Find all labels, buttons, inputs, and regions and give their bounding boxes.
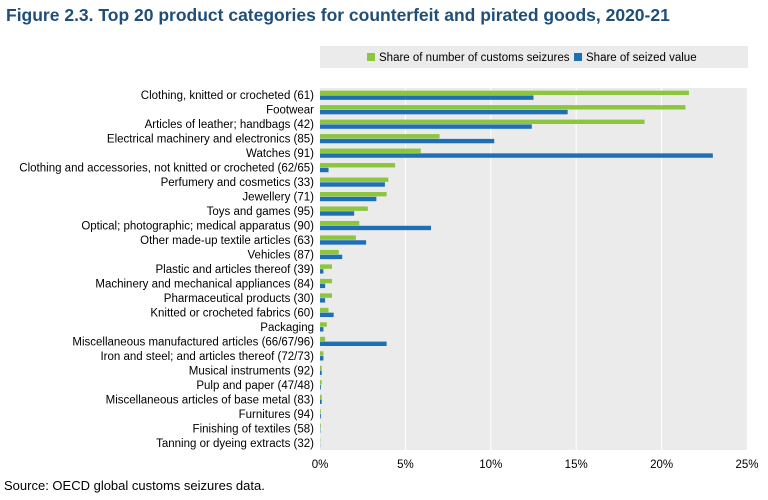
plot-background xyxy=(320,88,747,450)
legend-swatch-value xyxy=(574,53,582,61)
bar-s0-6 xyxy=(320,177,389,182)
bar-s1-4 xyxy=(320,153,713,158)
bar-s1-2 xyxy=(320,124,532,129)
bar-s0-18 xyxy=(320,351,324,356)
bar-s0-0 xyxy=(320,90,689,96)
category-label-16: Packaging xyxy=(260,322,314,334)
category-label-22: Furnitures (94) xyxy=(239,409,315,421)
bar-s1-9 xyxy=(320,225,432,231)
category-label-15: Knitted or crocheted fabrics (60) xyxy=(150,307,314,319)
bar-s0-9 xyxy=(320,220,360,226)
bar-s0-13 xyxy=(320,278,332,284)
x-tick-label-4: 20% xyxy=(650,459,673,471)
bar-s1-18 xyxy=(320,356,324,361)
x-tick-label-2: 10% xyxy=(479,459,502,471)
category-label-17: Miscellaneous manufactured articles (66/… xyxy=(72,336,314,348)
bar-s0-21 xyxy=(320,394,322,400)
bar-s1-16 xyxy=(320,327,324,332)
bar-s0-20 xyxy=(320,380,322,385)
category-label-20: Pulp and paper (47/48) xyxy=(196,380,314,392)
bar-s0-7 xyxy=(320,192,387,197)
bars xyxy=(320,90,713,448)
category-label-5: Clothing and accessories, not knitted or… xyxy=(19,163,314,175)
x-tick-labels: 0% 5% 10% 15% 20% 25% xyxy=(312,459,759,471)
bar-s1-5 xyxy=(320,167,329,173)
x-tick-label-1: 5% xyxy=(397,459,414,471)
x-tick-label-3: 15% xyxy=(565,459,588,471)
category-label-4: Watches (91) xyxy=(246,148,314,160)
bar-chart: Share of number of customs seizures Shar… xyxy=(19,46,759,471)
category-label-0: Clothing, knitted or crocheted (61) xyxy=(141,90,314,102)
bar-s1-3 xyxy=(320,138,495,144)
category-label-19: Musical instruments (92) xyxy=(189,365,314,377)
bar-s0-22 xyxy=(320,409,321,414)
bar-s0-2 xyxy=(320,119,645,124)
category-label-21: Miscellaneous articles of base metal (83… xyxy=(106,394,315,406)
bar-s1-20 xyxy=(320,385,321,390)
bar-s0-17 xyxy=(320,336,326,342)
bar-s0-23 xyxy=(320,423,321,429)
x-tick-label-5: 25% xyxy=(735,459,758,471)
category-label-10: Other made-up textile articles (63) xyxy=(140,235,314,247)
bar-s1-21 xyxy=(320,399,322,404)
x-tick-label-0: 0% xyxy=(312,459,329,471)
category-label-11: Vehicles (87) xyxy=(248,250,315,262)
bar-s1-8 xyxy=(320,211,355,216)
legend-background xyxy=(320,46,748,68)
category-label-18: Iron and steel; and articles thereof (72… xyxy=(100,351,314,363)
bar-s0-4 xyxy=(320,148,421,153)
bar-s0-14 xyxy=(320,293,332,298)
bar-s1-13 xyxy=(320,283,326,289)
bar-s1-0 xyxy=(320,95,534,100)
bar-s1-17 xyxy=(320,341,387,346)
category-label-8: Toys and games (95) xyxy=(207,206,315,218)
bar-s1-15 xyxy=(320,312,334,318)
bar-s0-5 xyxy=(320,163,396,168)
bar-s1-14 xyxy=(320,298,326,303)
category-label-23: Finishing of textiles (58) xyxy=(193,423,315,435)
legend-swatch-seizures xyxy=(367,53,375,61)
category-label-1: Footwear xyxy=(266,105,314,117)
bar-s1-1 xyxy=(320,109,568,115)
category-label-7: Jewellery (71) xyxy=(242,192,314,204)
bar-s0-19 xyxy=(320,365,322,371)
figure-title: Figure 2.3. Top 20 product categories fo… xyxy=(6,5,670,25)
category-label-2: Articles of leather; handbags (42) xyxy=(145,119,315,131)
bar-s1-7 xyxy=(320,196,377,202)
category-label-14: Pharmaceutical products (30) xyxy=(164,293,314,305)
bar-s0-15 xyxy=(320,307,329,313)
category-label-12: Plastic and articles thereof (39) xyxy=(155,264,314,276)
bar-s0-8 xyxy=(320,206,368,211)
bar-s1-22 xyxy=(320,414,321,419)
category-label-3: Electrical machinery and electronics (85… xyxy=(107,134,314,146)
bar-s0-1 xyxy=(320,105,686,110)
category-labels: Clothing, knitted or crocheted (61) Footw… xyxy=(19,90,314,450)
bar-s1-12 xyxy=(320,269,324,274)
bar-s0-12 xyxy=(320,264,332,269)
bar-s0-10 xyxy=(320,235,356,240)
bar-s1-11 xyxy=(320,254,343,260)
category-label-13: Machinery and mechanical appliances (84) xyxy=(95,278,314,290)
category-label-24: Tanning or dyeing extracts (32) xyxy=(156,438,314,450)
bar-s0-16 xyxy=(320,322,327,327)
gridlines xyxy=(404,88,663,450)
bar-s0-11 xyxy=(320,249,339,255)
category-label-6: Perfumery and cosmetics (33) xyxy=(161,177,315,189)
legend-label-value: Share of seized value xyxy=(586,52,697,64)
source-note: Source: OECD global customs seizures dat… xyxy=(4,478,265,493)
category-label-9: Optical; photographic; medical apparatus… xyxy=(81,221,314,233)
bar-s1-6 xyxy=(320,182,385,187)
legend-label-seizures: Share of number of customs seizures xyxy=(379,52,570,64)
bar-s1-10 xyxy=(320,240,367,245)
bar-s1-19 xyxy=(320,370,322,375)
bar-s0-3 xyxy=(320,134,440,139)
